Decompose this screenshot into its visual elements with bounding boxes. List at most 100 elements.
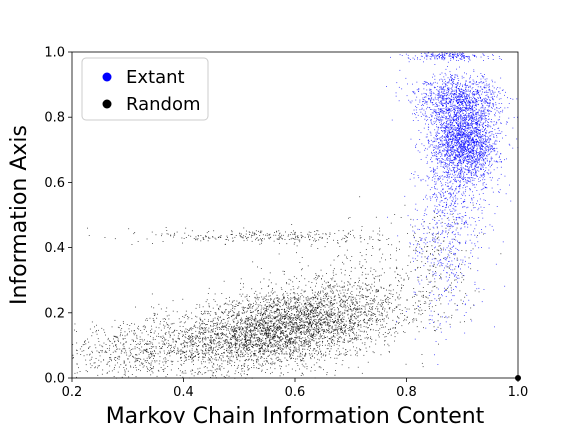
data-point-random	[318, 323, 320, 325]
data-point-random	[72, 354, 74, 356]
data-point-random	[138, 344, 140, 345]
data-point-random	[363, 321, 365, 323]
data-point-random	[334, 299, 336, 301]
data-point-random	[354, 308, 356, 310]
data-point-random	[320, 333, 321, 335]
data-point-random	[208, 303, 210, 305]
data-point-random	[176, 353, 177, 355]
data-point-random	[192, 344, 194, 346]
data-point-random	[313, 303, 315, 305]
data-point-random	[330, 317, 332, 318]
data-point-random	[138, 369, 140, 370]
data-point-random	[462, 303, 464, 305]
data-point-random	[400, 313, 402, 315]
data-point-random	[270, 325, 272, 327]
data-point-random	[260, 358, 262, 359]
data-point-random	[327, 344, 329, 346]
data-point-random	[358, 321, 360, 323]
data-point-random	[169, 345, 171, 346]
data-point-random	[337, 332, 339, 334]
data-point-random	[206, 232, 208, 234]
data-point-random	[318, 305, 320, 307]
data-point-random	[384, 294, 386, 296]
data-point-random	[240, 330, 242, 332]
data-point-random	[308, 323, 310, 325]
data-point-random	[328, 313, 330, 315]
data-point-random	[119, 348, 121, 350]
data-point-random	[261, 343, 263, 345]
data-point-random	[195, 327, 197, 328]
data-point-random	[207, 313, 209, 315]
data-point-random	[98, 329, 99, 331]
data-point-random	[375, 321, 377, 323]
data-point-random	[156, 335, 158, 337]
data-point-random	[242, 293, 244, 295]
data-point-random	[270, 282, 272, 284]
data-point-random	[219, 365, 221, 366]
data-point-random	[88, 341, 90, 343]
data-point-random	[277, 320, 279, 321]
data-point-random	[308, 341, 310, 343]
data-point-random	[170, 348, 171, 350]
data-point-random	[365, 277, 367, 279]
data-point-random	[291, 343, 293, 345]
data-point-random	[343, 323, 345, 325]
data-point-random	[287, 328, 289, 329]
data-point-random	[208, 237, 210, 239]
data-point-random	[180, 350, 182, 351]
data-point-random	[329, 233, 331, 235]
data-point-random	[247, 316, 249, 318]
data-point-random	[346, 293, 348, 294]
data-point-random	[214, 237, 216, 239]
data-point-random	[298, 319, 300, 320]
data-point-random	[204, 313, 206, 315]
data-point-random	[114, 357, 116, 358]
data-point-random	[387, 301, 389, 303]
data-point-random	[377, 291, 379, 292]
data-point-random	[262, 299, 264, 300]
data-point-random	[255, 344, 257, 346]
data-point-random	[241, 346, 243, 348]
data-point-random	[252, 346, 254, 348]
data-point-random	[267, 316, 269, 318]
data-point-random	[213, 347, 215, 348]
data-point-random	[135, 360, 137, 362]
data-point-random	[396, 321, 398, 323]
data-point-random	[418, 243, 420, 245]
data-point-random	[170, 323, 172, 325]
data-point-random	[277, 360, 279, 361]
data-point-random	[343, 316, 345, 318]
data-point-random	[286, 323, 287, 325]
data-point-random	[361, 229, 362, 231]
data-point-random	[172, 300, 174, 302]
data-point-random	[344, 313, 346, 314]
data-point-random	[262, 348, 263, 350]
data-point-random	[218, 338, 220, 339]
data-point-random	[270, 312, 272, 313]
data-point-random	[293, 324, 295, 326]
data-point-random	[240, 317, 242, 319]
data-point-random	[292, 324, 294, 326]
data-point-random	[372, 329, 374, 331]
data-point-random	[313, 306, 314, 308]
data-point-random	[182, 342, 184, 344]
data-point-random	[296, 320, 297, 321]
data-point-random	[307, 309, 309, 311]
data-point-random	[271, 307, 273, 309]
data-point-random	[322, 233, 324, 235]
data-point-random	[361, 305, 363, 307]
data-point-random	[319, 348, 321, 350]
data-point-random	[170, 351, 172, 353]
data-point-random	[240, 352, 242, 353]
data-point-random	[136, 334, 138, 336]
data-point-random	[199, 322, 200, 324]
data-point-random	[118, 355, 120, 357]
data-point-random	[200, 311, 202, 312]
data-point-random	[174, 330, 175, 331]
data-point-random	[261, 288, 263, 290]
data-point-random	[198, 371, 199, 373]
data-point-random	[299, 316, 300, 318]
data-point-random	[291, 328, 293, 330]
data-point-random	[271, 346, 272, 347]
data-point-random	[180, 353, 182, 355]
